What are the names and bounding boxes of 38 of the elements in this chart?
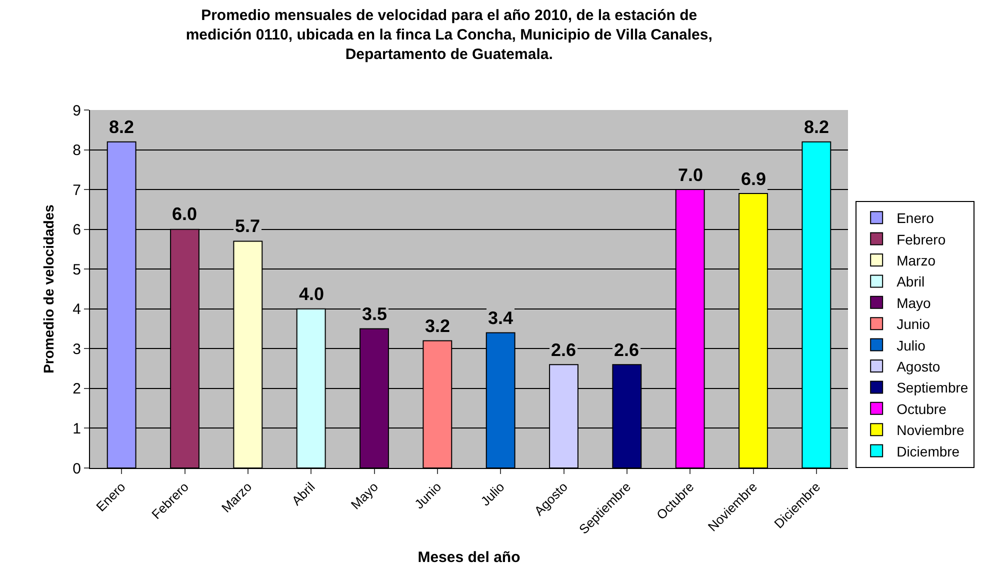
legend-label: Octubre [896,400,947,417]
data-label: 3.2 [425,316,450,336]
data-label: 5.7 [235,216,260,236]
y-tick-label: 9 [72,102,81,120]
y-tick-label: 1 [72,420,81,438]
legend-label: Abril [896,274,925,290]
data-label: 2.6 [614,340,640,360]
y-tick-label: 7 [72,182,81,199]
legend-label: Julio [896,337,926,354]
y-tick-label: 2 [72,380,81,398]
data-label: 8.2 [804,117,830,137]
legend-label: Junio [896,316,930,332]
y-tick-label: 5 [72,261,81,278]
data-label: 8.2 [109,117,134,137]
legend-label: Mayo [896,294,932,311]
data-label: 6.9 [741,169,766,189]
data-label: 4.0 [299,284,324,304]
legend-label: Septiembre [896,380,968,396]
legend-label: Noviembre [896,422,964,438]
data-label: 3.4 [488,308,514,328]
y-tick-label: 4 [72,301,81,318]
legend-label: Enero [896,210,934,226]
legend-label: Febrero [896,231,946,248]
y-tick-label: 6 [72,222,81,239]
y-tick-label: 0 [72,460,81,478]
legend-label: Diciembre [896,443,960,460]
y-axis-title: Promedio de velocidades [40,204,56,374]
data-label: 6.0 [172,204,198,224]
legend-label: Marzo [896,252,936,268]
data-label: 3.5 [362,304,388,324]
data-label: 7.0 [678,165,704,185]
x-tick-label: Julio [478,479,508,509]
y-tick-label: 3 [72,340,81,358]
chart-title: Promedio mensuales de velocidad para el año 2010, de la estación de medición 0110, ubicada en la finca La Concha, Municipio de Villa Canales, Departamento de Guatemala. [186,7,712,64]
x-axis-title: Meses del año [418,548,520,566]
data-label: 2.6 [551,340,576,360]
y-tick-label: 8 [72,142,81,160]
legend-label: Agosto [896,358,940,374]
